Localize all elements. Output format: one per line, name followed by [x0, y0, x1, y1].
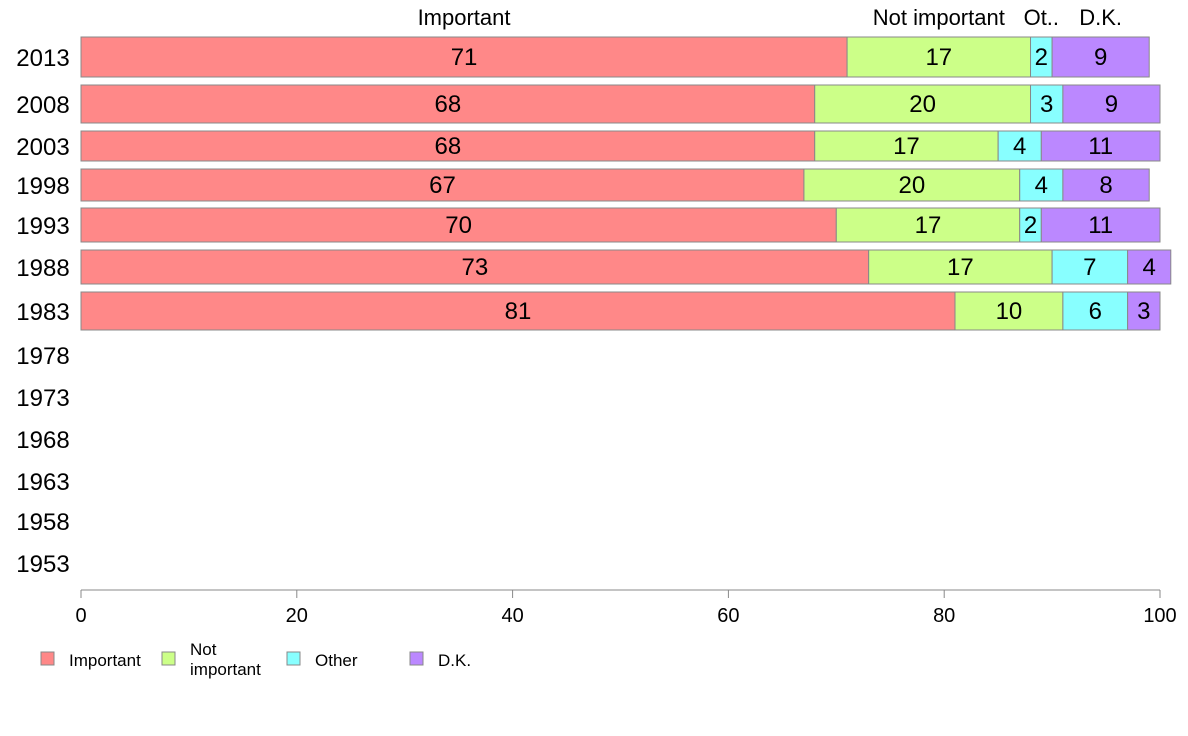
legend-swatch-not-important [161, 651, 176, 666]
bar-value-label: 4 [1035, 172, 1048, 199]
x-tick-label: 20 [286, 605, 308, 627]
bar-important-1998 [80, 168, 805, 202]
legend-label-d-k-: D.K. [438, 651, 471, 670]
x-tick-label: 60 [717, 605, 739, 627]
bar-value-label: 9 [1105, 91, 1118, 118]
legend-swatch-important [40, 651, 55, 666]
x-axis: 0 20 40 60 80 100 [75, 589, 1177, 627]
y-tick-label: 2008 [16, 92, 69, 119]
bar-d-k--2003 [1040, 130, 1161, 162]
bar-not-important-2003 [814, 130, 999, 162]
bar-value-label: 6 [1089, 298, 1102, 325]
bar-value-label: 2 [1035, 44, 1048, 71]
y-tick-label: 1968 [16, 427, 69, 454]
legend-label-other: Other [315, 651, 358, 670]
legend: Important Not important Other D.K. [40, 640, 471, 679]
bar-d-k--1998 [1062, 168, 1150, 202]
y-tick-label: 1993 [16, 213, 69, 240]
legend-swatch-other [286, 651, 301, 666]
bar-value-label: 4 [1013, 133, 1026, 160]
series-header-other: Ot.. [1024, 5, 1059, 30]
bar-value-label: 70 [445, 212, 472, 239]
series-header-d-k-: D.K. [1079, 5, 1122, 30]
y-tick-label: 1953 [16, 551, 69, 578]
bar-value-label: 68 [435, 91, 462, 118]
bar-d-k--1988 [1127, 249, 1172, 285]
legend-label-not-important: Not important [190, 640, 261, 679]
bar-d-k--2013 [1051, 36, 1150, 78]
bar-value-label: 81 [505, 298, 532, 325]
y-tick-label: 1963 [16, 469, 69, 496]
bar-value-label: 67 [429, 172, 456, 199]
bar-value-label: 3 [1040, 91, 1053, 118]
x-tick-label: 80 [933, 605, 955, 627]
bar-value-label: 7 [1083, 254, 1096, 281]
bar-value-label: 17 [947, 254, 974, 281]
series-header-not-important: Not important [873, 5, 1005, 30]
y-axis-labels: 2013 2008 2003 1998 1993 1988 1983 1978 1973 1968… [16, 45, 69, 578]
bar-value-label: 68 [435, 133, 462, 160]
bar-important-2008 [80, 84, 816, 124]
bar-other-1988 [1051, 249, 1129, 285]
bar-value-label: 17 [893, 133, 920, 160]
bar-value-label: 73 [461, 254, 488, 281]
bar-other-2003 [997, 130, 1042, 162]
bar-value-label: 11 [1088, 212, 1113, 239]
bar-not-important-1998 [803, 168, 1021, 202]
bar-value-label: 20 [909, 91, 936, 118]
x-tick-label: 0 [75, 605, 86, 627]
bar-important-2013 [80, 36, 848, 78]
y-tick-label: 2003 [16, 134, 69, 161]
series-header-important: Important [418, 5, 511, 30]
series-header-labels: Important Not important Ot.. D.K. [418, 5, 1122, 30]
y-tick-label: 1988 [16, 255, 69, 282]
bar-important-2003 [80, 130, 816, 162]
y-tick-label: 1983 [16, 299, 69, 326]
y-tick-label: 2013 [16, 45, 69, 72]
y-tick-label: 1998 [16, 173, 69, 200]
legend-label-important: Important [69, 651, 141, 670]
bars-group: 71 17 2 9 68 20 3 9 68 17 4 11 67 20 4 8 70 17 2 11 73 17 7 4 81… [80, 36, 1172, 331]
bar-not-important-2013 [846, 36, 1032, 78]
bar-other-1998 [1019, 168, 1064, 202]
bar-value-label: 20 [898, 172, 925, 199]
bar-other-2008 [1030, 84, 1064, 124]
bar-value-label: 11 [1088, 133, 1113, 160]
x-tick-label: 100 [1143, 605, 1176, 627]
y-tick-label: 1958 [16, 509, 69, 536]
bar-not-important-1983 [954, 291, 1064, 331]
bar-value-label: 3 [1137, 298, 1150, 325]
x-tick-label: 40 [501, 605, 523, 627]
bar-value-label: 17 [915, 212, 942, 239]
bar-d-k--2008 [1062, 84, 1161, 124]
bar-not-important-1993 [835, 207, 1021, 243]
y-tick-label: 1978 [16, 343, 69, 370]
bar-value-label: 17 [925, 44, 952, 71]
bar-important-1983 [80, 291, 956, 331]
bar-value-label: 2 [1024, 212, 1037, 239]
y-tick-label: 1973 [16, 385, 69, 412]
bar-value-label: 8 [1099, 172, 1112, 199]
bar-value-label: 10 [996, 298, 1023, 325]
bar-d-k--1993 [1040, 207, 1161, 243]
bar-value-label: 4 [1143, 254, 1156, 281]
bar-value-label: 71 [451, 44, 478, 71]
bar-d-k--1983 [1127, 291, 1161, 331]
bar-important-1993 [80, 207, 837, 243]
legend-swatch-d-k- [409, 651, 424, 666]
bar-value-label: 9 [1094, 44, 1107, 71]
bar-not-important-2008 [814, 84, 1032, 124]
